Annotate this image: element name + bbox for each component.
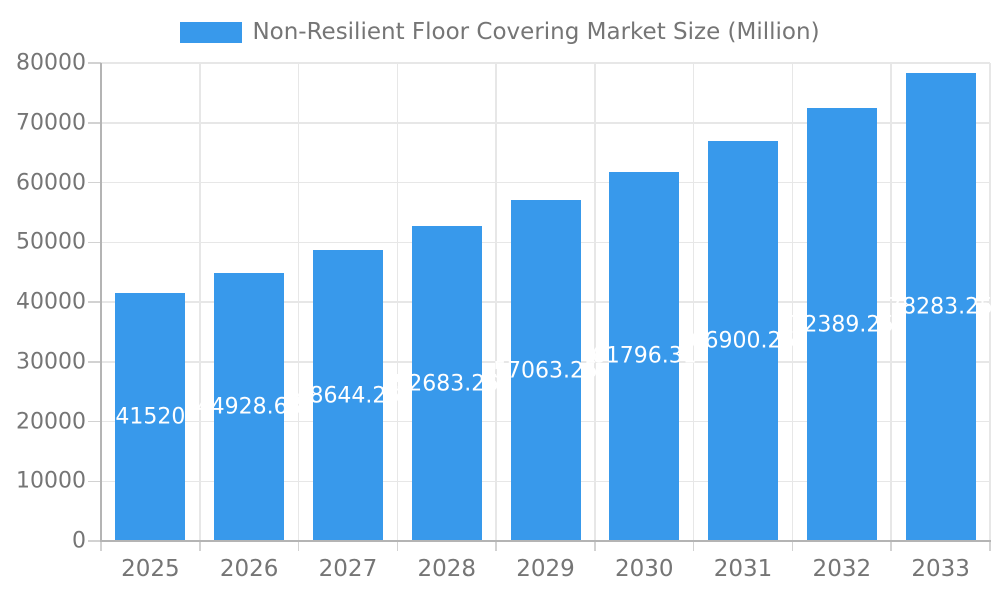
- bar-value-label: 72389.25: [789, 312, 895, 338]
- bar-2029[interactable]: [510, 200, 581, 541]
- y-tick-mark: [88, 420, 101, 423]
- bar-value-label: 52683.25: [394, 371, 500, 397]
- y-tick-mark: [88, 181, 101, 184]
- y-axis-label: 60000: [16, 170, 86, 195]
- x-axis-label: 2025: [121, 556, 180, 582]
- y-tick-mark: [88, 361, 101, 363]
- y-axis-label: 10000: [16, 468, 86, 494]
- y-tick-mark: [88, 241, 101, 243]
- gridline-horizontal: [101, 62, 990, 64]
- gridline-vertical: [791, 63, 794, 541]
- bar-value-label: 41520: [115, 404, 186, 430]
- gridline-vertical: [199, 63, 201, 541]
- x-axis-label: 2031: [713, 556, 773, 582]
- bar-value-label: 48644.25: [295, 383, 401, 409]
- bar-2026[interactable]: [214, 272, 285, 541]
- x-tick-mark: [297, 541, 300, 551]
- y-axis-label: 0: [72, 528, 86, 554]
- y-axis-label: 40000: [16, 289, 86, 315]
- gridline-vertical: [989, 63, 991, 541]
- gridline-vertical: [396, 63, 399, 541]
- bar-2025[interactable]: [115, 292, 186, 541]
- legend-label: Non-Resilient Floor Covering Market Size…: [252, 19, 820, 45]
- bar-value-label: 78283.25: [888, 294, 994, 320]
- bar-value-label: 61796.31: [591, 343, 697, 369]
- bar-value-label: 57063.25: [493, 358, 598, 384]
- y-tick-mark: [88, 480, 101, 482]
- x-tick-mark: [396, 541, 399, 551]
- x-axis-label: 2026: [219, 556, 279, 582]
- bar-value-label: 66900.25: [690, 328, 796, 354]
- gridline-vertical: [495, 63, 497, 541]
- y-tick-mark: [88, 540, 101, 542]
- x-axis-label: 2029: [516, 556, 575, 582]
- gridline-vertical: [692, 63, 695, 541]
- x-tick-mark: [594, 541, 596, 551]
- x-tick-mark: [791, 541, 794, 551]
- y-tick-mark: [88, 122, 101, 124]
- y-tick-mark: [88, 62, 101, 64]
- x-axis-label: 2028: [417, 556, 476, 582]
- y-axis-label: 30000: [16, 349, 86, 375]
- x-tick-mark: [495, 541, 497, 551]
- x-axis-label: 2030: [614, 556, 674, 582]
- y-axis-label: 70000: [16, 110, 86, 136]
- y-axis-label: 50000: [16, 229, 86, 255]
- x-axis-line: [100, 540, 991, 542]
- x-axis-label: 2033: [911, 556, 970, 582]
- x-tick-mark: [692, 541, 695, 551]
- gridline-horizontal: [101, 181, 990, 184]
- bar-2033[interactable]: [905, 73, 976, 541]
- y-axis-label: 80000: [16, 50, 86, 76]
- gridline-horizontal: [101, 122, 990, 124]
- y-axis-line: [100, 63, 102, 541]
- bar-value-label: 44928.68: [196, 394, 302, 420]
- x-tick-mark: [100, 541, 102, 551]
- legend-item[interactable]: Non-Resilient Floor Covering Market Size…: [0, 18, 1000, 46]
- bar-2028[interactable]: [411, 226, 482, 541]
- bar-2031[interactable]: [708, 141, 779, 541]
- bar-2030[interactable]: [609, 171, 680, 541]
- gridline-vertical: [890, 63, 892, 541]
- y-axis-label: 20000: [16, 409, 86, 434]
- gridline-vertical: [594, 63, 596, 541]
- x-tick-mark: [890, 541, 892, 551]
- y-tick-mark: [88, 301, 101, 303]
- x-tick-mark: [199, 541, 201, 551]
- x-axis-label: 2027: [318, 556, 378, 582]
- legend-swatch: [180, 21, 243, 43]
- bar-2027[interactable]: [312, 250, 383, 541]
- bar-2032[interactable]: [806, 108, 877, 541]
- x-tick-mark: [989, 541, 991, 551]
- gridline-vertical: [297, 63, 300, 541]
- x-axis-label: 2032: [812, 556, 872, 582]
